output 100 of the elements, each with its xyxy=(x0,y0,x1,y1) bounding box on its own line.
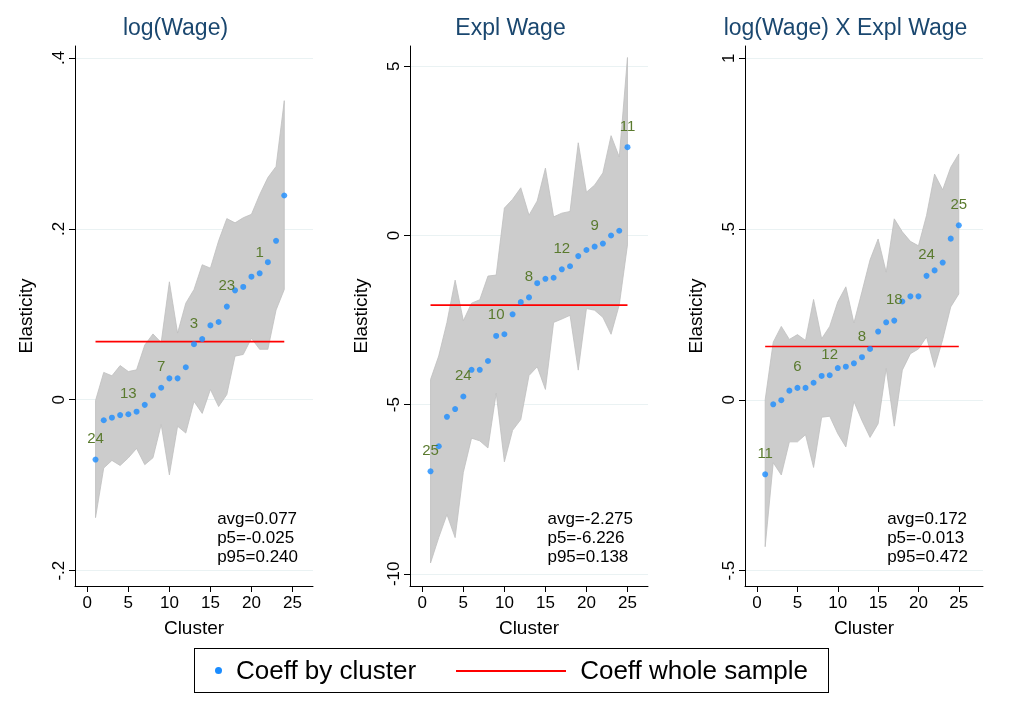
point xyxy=(786,387,793,394)
point xyxy=(100,417,107,424)
point xyxy=(223,303,230,310)
point xyxy=(92,456,99,463)
y-tick-label: -5 xyxy=(384,397,403,413)
point xyxy=(591,243,598,250)
annotation: p95=0.240 xyxy=(217,547,299,566)
point xyxy=(875,328,882,335)
annotation: 13 xyxy=(120,383,137,401)
x-tick-label: 25 xyxy=(283,593,302,612)
y-axis-title: Elasticity xyxy=(15,278,36,354)
annotation: 24 xyxy=(918,245,935,263)
point xyxy=(624,144,631,151)
annotation: 11 xyxy=(757,443,773,461)
point xyxy=(166,375,173,382)
point xyxy=(452,406,459,413)
point xyxy=(907,293,914,300)
point xyxy=(762,471,769,478)
y-tick-label: .4 xyxy=(49,50,68,66)
y-axis-title: Elasticity xyxy=(350,278,371,354)
x-tick-label: 25 xyxy=(618,593,637,612)
x-tick-label: 5 xyxy=(123,593,134,612)
x-axis-title: Cluster xyxy=(498,617,560,638)
point xyxy=(141,401,148,408)
y-tick-label: 0 xyxy=(49,395,68,405)
point xyxy=(608,232,615,239)
annotation: 3 xyxy=(189,313,199,331)
point xyxy=(883,319,890,326)
x-tick-label: 20 xyxy=(241,593,261,612)
point xyxy=(542,275,549,282)
annotation: 12 xyxy=(553,238,571,256)
x-tick-label: 25 xyxy=(949,593,969,612)
point xyxy=(207,322,214,329)
legend-label: Coeff by cluster xyxy=(235,655,417,686)
point xyxy=(915,293,922,300)
y-tick-label: 0 xyxy=(384,230,403,241)
point xyxy=(484,358,491,364)
y-axis-title: Elasticity xyxy=(685,278,706,354)
x-tick-label: 5 xyxy=(792,593,803,612)
point xyxy=(427,468,434,475)
annotation: avg=0.172 xyxy=(887,509,968,528)
annotation: 25 xyxy=(950,194,968,212)
annotation: 1 xyxy=(255,242,264,260)
point xyxy=(273,237,280,244)
y-tick-label: -.2 xyxy=(49,560,68,581)
point xyxy=(802,384,809,391)
annotation: p5=-6.226 xyxy=(547,528,625,547)
y-tick-label: -.5 xyxy=(719,560,738,581)
annotation: p5=-0.013 xyxy=(887,528,965,547)
annotation: 12 xyxy=(821,344,839,362)
point xyxy=(534,280,541,287)
point xyxy=(526,294,532,301)
point xyxy=(476,366,483,373)
annotation: p95=0.472 xyxy=(887,547,969,566)
y-tick-label: 5 xyxy=(384,61,403,72)
point xyxy=(240,283,247,290)
point xyxy=(794,384,801,391)
x-tick-label: 10 xyxy=(828,593,848,612)
point xyxy=(158,384,165,391)
annotation: 25 xyxy=(422,440,439,458)
y-tick-label: .5 xyxy=(719,221,738,237)
point xyxy=(443,413,450,420)
point xyxy=(599,240,606,247)
annotation: 6 xyxy=(793,357,802,375)
point xyxy=(248,273,255,280)
x-axis-title: Cluster xyxy=(163,617,225,638)
x-tick-label: 0 xyxy=(752,593,762,612)
chart-title: Expl Wage xyxy=(455,13,566,40)
point xyxy=(955,222,962,229)
point xyxy=(125,411,132,418)
point xyxy=(199,336,206,343)
point xyxy=(939,259,946,266)
point xyxy=(256,270,263,277)
point xyxy=(842,363,849,370)
point xyxy=(891,317,898,324)
x-tick-label: 5 xyxy=(458,593,469,612)
point xyxy=(850,360,857,367)
point xyxy=(264,259,271,266)
annotation: 8 xyxy=(524,266,534,284)
point xyxy=(826,372,833,379)
point xyxy=(923,272,930,279)
point xyxy=(493,332,500,339)
y-tick-label: -10 xyxy=(384,561,403,587)
point xyxy=(558,266,565,273)
point xyxy=(501,331,508,338)
point xyxy=(182,364,189,371)
x-tick-label: 0 xyxy=(82,593,93,612)
annotation: 24 xyxy=(455,366,472,384)
point xyxy=(867,345,874,352)
point xyxy=(117,412,124,419)
annotation: 9 xyxy=(590,216,599,234)
x-tick-label: 15 xyxy=(868,593,888,612)
point xyxy=(810,379,817,386)
point xyxy=(108,414,115,421)
point xyxy=(858,354,865,361)
x-tick-label: 20 xyxy=(909,593,928,612)
x-tick-label: 10 xyxy=(494,593,514,612)
point xyxy=(778,397,785,404)
point xyxy=(509,311,516,318)
annotation: 18 xyxy=(885,290,903,308)
